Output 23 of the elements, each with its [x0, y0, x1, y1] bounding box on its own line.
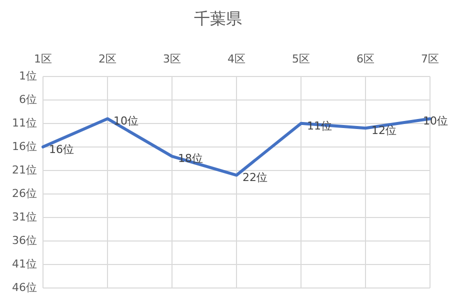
y-tick-label: 1位 [18, 69, 37, 82]
y-tick-label: 31位 [12, 210, 37, 224]
x-tick-label: 4区 [228, 52, 246, 66]
x-tick-label: 2区 [98, 52, 116, 66]
x-tick-label: 5区 [292, 52, 310, 66]
y-tick-label: 6位 [18, 92, 37, 106]
x-tick-label: 6区 [356, 52, 374, 66]
y-tick-label: 41位 [12, 257, 37, 270]
x-tick-label: 1区 [34, 52, 52, 66]
x-tick-label: 3区 [163, 52, 181, 66]
y-tick-label: 11位 [12, 116, 37, 130]
chart-title: 千葉県 [194, 8, 242, 28]
data-label: 10位 [423, 114, 448, 128]
y-tick-label: 46位 [12, 280, 37, 294]
y-tick-label: 26位 [12, 186, 37, 200]
x-tick-label: 7区 [421, 52, 439, 66]
data-label: 16位 [48, 142, 74, 156]
data-label: 22位 [242, 171, 268, 184]
data-label: 12位 [372, 124, 396, 137]
y-tick-label: 36位 [12, 234, 37, 247]
data-label: 10位 [114, 114, 138, 128]
y-tick-label: 16位 [12, 140, 37, 153]
y-tick-label: 21位 [12, 163, 37, 176]
